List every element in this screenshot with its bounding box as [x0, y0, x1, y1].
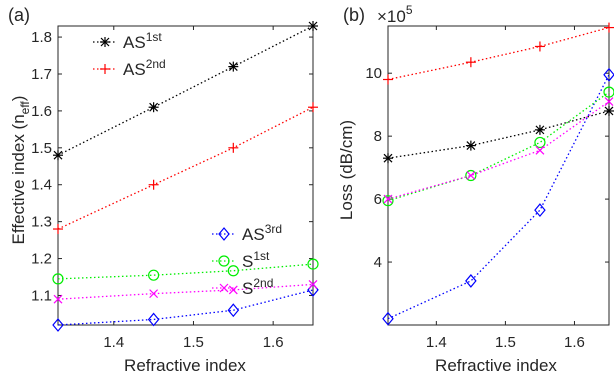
panel-a-axes-frame	[57, 25, 314, 326]
panel-a-series-4-point	[149, 289, 159, 299]
legend-2-label: AS3rd	[242, 222, 282, 244]
panel-a-series-1-line	[57, 106, 314, 230]
panel-b-series-2-point	[603, 67, 614, 82]
panel-a-series-0-point	[148, 102, 159, 113]
legend-4-marker	[219, 283, 229, 293]
panel-b-series-1-point	[465, 57, 476, 68]
panel-a-series-1-point	[228, 142, 239, 153]
panel-a-series-1-point	[148, 179, 159, 190]
panel-b-label: (b)	[343, 5, 365, 25]
panel-a-series-2-point	[147, 312, 160, 327]
panel-b-series-3-point	[534, 136, 546, 149]
legend-4-label: S2nd	[242, 276, 273, 298]
legend-3-marker	[218, 255, 230, 267]
panel-a-ytick-label: 1.8	[31, 29, 52, 46]
panel-a-series-3-line	[57, 263, 314, 280]
panel-b-ytick-label: 4	[374, 254, 382, 271]
panel-a-series-0-point	[228, 61, 239, 72]
panel-b-series-0-line	[387, 110, 610, 159]
panel-b-xtick-label: 1.5	[495, 334, 516, 351]
panel-a-ylabel-sub: eff	[18, 101, 32, 115]
panel-a-ylabel-main: Effective index (n	[9, 114, 28, 244]
panel-b-xtick-label: 1.6	[564, 334, 585, 351]
panel-b-xlabel: Refractive index	[435, 356, 557, 375]
panel-b-ytick-label: 10	[365, 65, 382, 82]
panel-a-series-3-point	[307, 258, 319, 270]
panel-b-series-2-line	[387, 74, 610, 320]
panel-b-xtick-label: 1.4	[426, 334, 447, 351]
panel-b-series-3-point	[603, 86, 614, 98]
panel-b-series-3-line	[387, 91, 610, 202]
panel-b-ytick-label: 8	[374, 128, 382, 145]
panel-a-series-1-point	[308, 102, 318, 113]
panel-b-series-0-point	[383, 153, 393, 164]
panel-a-xtick-label: 1.4	[103, 334, 124, 351]
panel-a-series-2-point	[227, 303, 240, 318]
panel-b-series-1-line	[387, 26, 610, 81]
panel-a-ylabel: Effective index (neff)	[9, 96, 32, 245]
panel-b-series-0-point	[465, 140, 476, 151]
panel-b-series-2-point	[465, 273, 477, 288]
panel-b-series-1-point	[604, 22, 614, 33]
legend-0-label: AS1st	[123, 30, 162, 52]
panel-a-series-2-point	[52, 318, 64, 332]
panel-b-ytick-label: 6	[374, 191, 382, 208]
panel-a-ytick-label: 1.3	[31, 214, 52, 231]
panel-a-ytick-label: 1.2	[31, 251, 52, 268]
panel-b-series-4-point	[604, 97, 614, 106]
legend-1-marker	[100, 64, 110, 74]
panel-a-label: (a)	[8, 5, 30, 25]
panel-a-ytick-label: 1.6	[31, 103, 52, 120]
panel-b-axes-frame	[387, 25, 610, 326]
panel-a-series-0-line	[57, 25, 314, 156]
panel-b-series-4-point	[383, 194, 393, 204]
panel-a-ytick-label: 1.7	[31, 66, 52, 83]
panel-b-series-2-point	[382, 311, 394, 326]
panel-b-exponent-power: 5	[406, 3, 413, 17]
panel-a-ytick-label: 1.1	[31, 287, 52, 304]
panel-a-series-0-point	[308, 21, 318, 31]
panel-a-xlabel: Refractive index	[124, 356, 246, 375]
panel-b-series-3-point	[465, 169, 477, 182]
panel-b-series-0-point	[534, 124, 545, 135]
panel-a-series-1-point	[53, 224, 63, 235]
panel-a-series-4-point	[53, 294, 63, 304]
legend-0-marker	[100, 37, 110, 47]
panel-a-series-3-point	[227, 265, 239, 277]
panel-b-exponent-base: ×10	[377, 7, 406, 26]
panel-a-series-4-line	[57, 283, 314, 300]
panel-b-series-4-point	[466, 171, 476, 180]
panel-b-series-1-point	[534, 41, 545, 52]
panel-b-series-1-point	[383, 74, 393, 85]
panel-b-series-0-point	[604, 105, 614, 116]
panel-b-series-3-point	[382, 195, 394, 207]
panel-a-series-4-point	[308, 279, 318, 289]
panel-a-series-3-point	[52, 273, 64, 285]
panel-a-series-4-point	[228, 285, 238, 295]
panel-b-series-4-line	[387, 101, 610, 200]
panel-b-ylabel: Loss (dB/cm)	[337, 120, 356, 220]
panel-a-ytick-label: 1.4	[31, 177, 52, 194]
plot-layer: 1.4 1.5 1.6 1.1 1.2 1.3 1.4 1.5 1.6 1.7 1.8 AS1st AS…	[31, 21, 614, 351]
panel-a-series-0-point	[53, 150, 63, 161]
panel-b-exponent: ×105	[377, 3, 413, 26]
panel-a-xtick-label: 1.6	[263, 334, 284, 351]
legend-1-label: AS2nd	[123, 57, 166, 79]
panel-a-ytick-label: 1.5	[31, 140, 52, 157]
panel-b-series-2-point	[534, 203, 546, 218]
panel-a-series-2-line	[57, 289, 314, 326]
panel-a-series-3-point	[148, 269, 160, 281]
panel-b-series-4-point	[535, 145, 545, 155]
panel-a-ylabel-end: )	[9, 96, 28, 102]
legend-3-label: S1st	[242, 249, 270, 271]
legend-2-marker	[218, 227, 230, 241]
panel-a-xtick-label: 1.5	[183, 334, 204, 351]
